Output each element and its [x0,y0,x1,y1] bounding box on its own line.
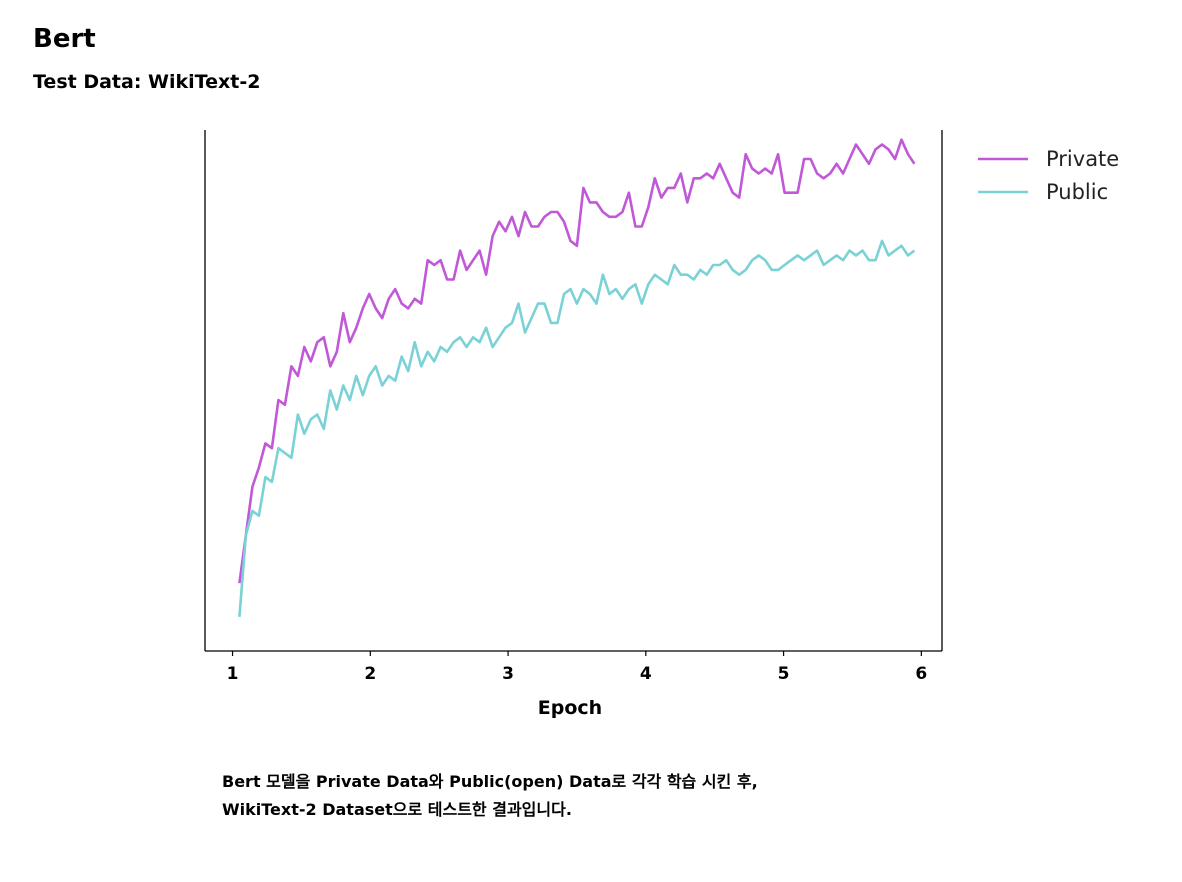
x-tick-label: 6 [915,664,927,684]
x-tick-label: 4 [640,664,652,684]
series-line-private [238,138,916,584]
x-axis-ticks: 1 2 3 4 5 6 [227,651,927,684]
caption-line-2: WikiText-2 Dataset으로 테스트한 결과입니다. [222,800,572,819]
test-data-subtitle: Test Data: WikiText-2 [33,71,261,93]
x-tick-label: 5 [778,664,790,684]
x-tick-label: 1 [227,664,239,684]
caption-line-1: Bert 모델을 Private Data와 Public(open) Data… [222,772,758,791]
page-title: Bert [33,24,96,54]
series-line-public [238,239,916,618]
x-tick-label: 3 [502,664,514,684]
x-axis-label: Epoch [538,697,602,719]
series-lines [238,138,916,618]
legend-label-private: Private [1046,147,1119,171]
x-tick-label: 2 [364,664,376,684]
line-chart: 1 2 3 4 5 6 Epoch Private Public [204,130,1119,719]
legend-label-public: Public [1046,180,1108,204]
plot-axes [204,130,943,652]
chart-caption: Bert 모델을 Private Data와 Public(open) Data… [222,768,758,824]
chart-legend: Private Public [978,147,1119,204]
